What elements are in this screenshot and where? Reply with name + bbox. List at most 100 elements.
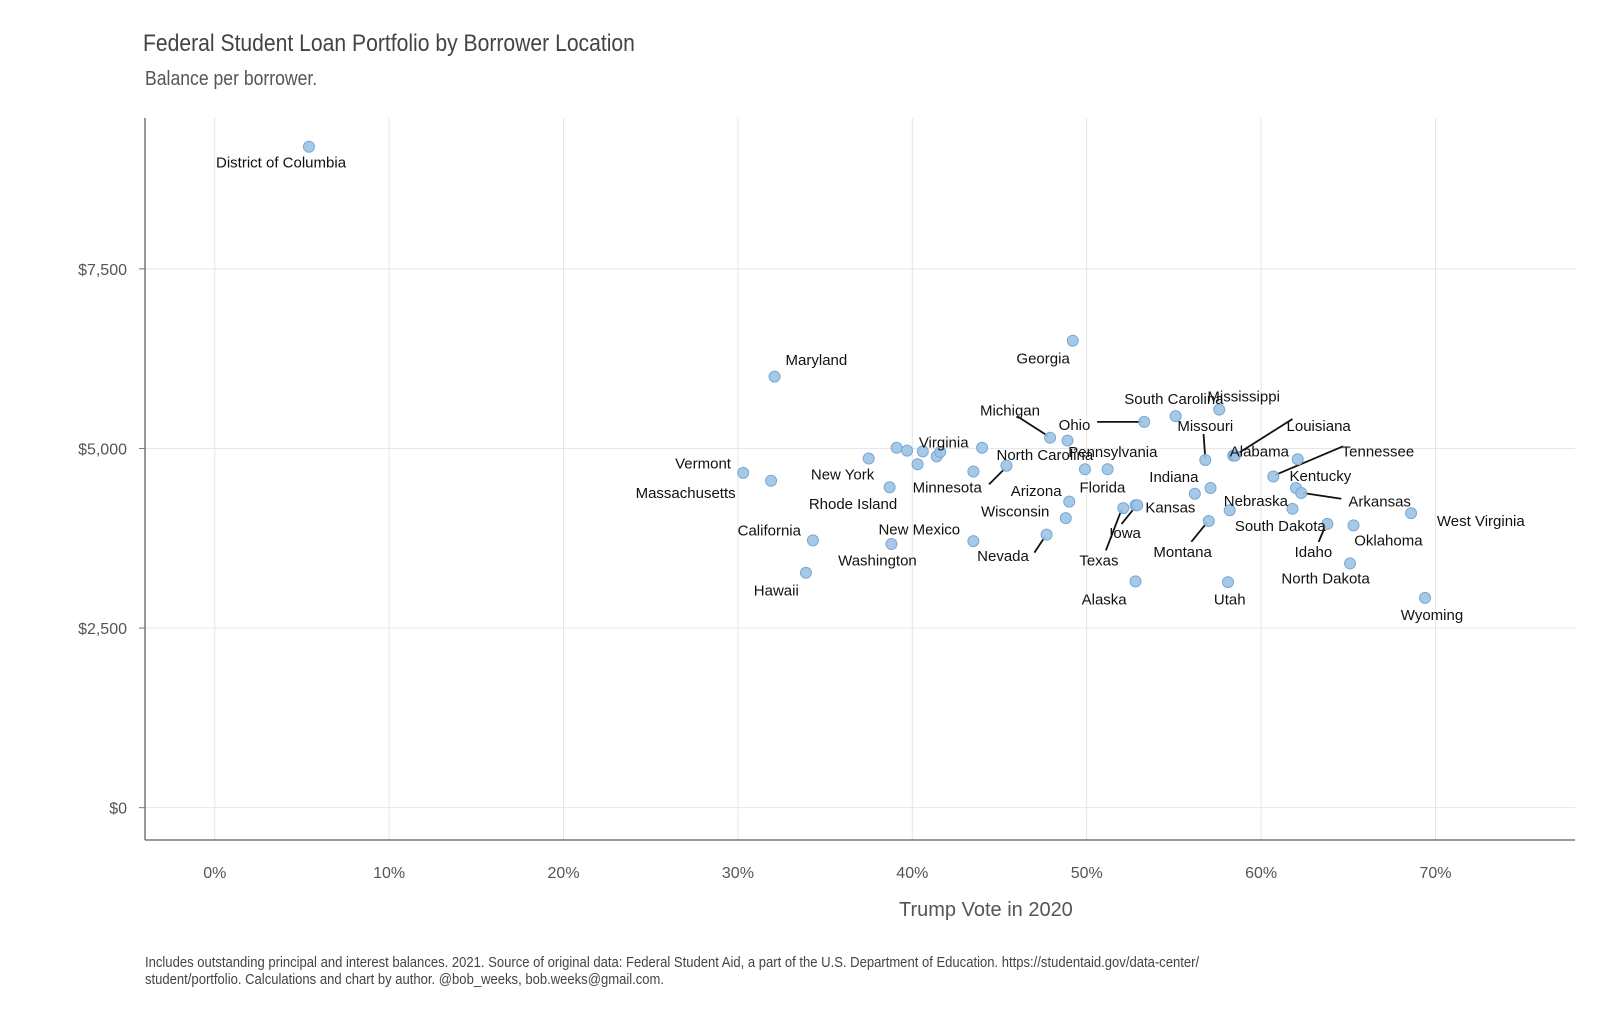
x-tick-label: 20%	[548, 865, 580, 882]
data-point	[1059, 512, 1072, 525]
data-point	[1040, 528, 1053, 541]
point-label: North Carolina	[996, 447, 1093, 464]
data-point	[885, 538, 898, 551]
leader-line	[1190, 521, 1208, 543]
point-label: Wisconsin	[981, 504, 1049, 521]
data-point	[862, 452, 875, 465]
point-label: Hawaii	[754, 583, 799, 600]
data-point	[765, 474, 778, 487]
data-point	[934, 446, 947, 459]
data-point	[1204, 481, 1217, 494]
point-label: Nebraska	[1224, 493, 1289, 510]
data-point	[768, 370, 781, 383]
point-label: Montana	[1153, 544, 1212, 561]
point-label: Georgia	[1016, 351, 1070, 368]
data-point	[1286, 502, 1299, 515]
data-point	[1044, 431, 1057, 444]
data-point	[1063, 495, 1076, 508]
data-point	[1061, 434, 1074, 447]
point-label: Virginia	[919, 435, 969, 452]
axes	[139, 118, 1575, 841]
data-point	[1078, 463, 1091, 476]
data-point	[890, 441, 903, 454]
point-label: Texas	[1079, 553, 1118, 570]
y-tick-label: $2,500	[78, 621, 127, 638]
x-tick-label: 0%	[203, 865, 226, 882]
data-point	[1295, 487, 1308, 500]
data-point	[1000, 459, 1013, 472]
point-label: South Carolina	[1124, 391, 1224, 408]
point-label: Massachusetts	[636, 485, 736, 502]
leader-line	[1105, 509, 1123, 551]
point-label: California	[738, 522, 802, 539]
data-point	[1405, 507, 1418, 520]
x-tick-label: 30%	[722, 865, 754, 882]
data-point	[1129, 575, 1142, 588]
data-point	[1228, 449, 1241, 462]
data-point	[1321, 517, 1334, 530]
point-label: Ohio	[1059, 417, 1091, 434]
caption-line: Includes outstanding principal and inter…	[145, 955, 1200, 971]
data-point	[1291, 453, 1304, 466]
data-point	[1199, 453, 1212, 466]
point-label: Kentucky	[1290, 468, 1352, 485]
point-label: Tennessee	[1342, 443, 1415, 460]
point-label: South Dakota	[1235, 518, 1327, 535]
data-point	[916, 445, 929, 458]
data-point	[1202, 515, 1215, 528]
data-point	[1169, 410, 1182, 423]
point-label: Florida	[1079, 479, 1126, 496]
data-point	[806, 534, 819, 547]
point-label: Pennsylvania	[1068, 444, 1158, 461]
data-point	[1131, 499, 1144, 512]
point-label: District of Columbia	[216, 155, 347, 172]
point-label: Missouri	[1177, 418, 1233, 435]
point-label: Alaska	[1082, 591, 1128, 608]
chart-subtitle: Balance per borrower.	[145, 68, 318, 90]
x-axis-title: Trump Vote in 2020	[899, 899, 1073, 921]
x-tick-label: 60%	[1245, 865, 1277, 882]
data-point	[1347, 519, 1360, 532]
point-label: Minnesota	[913, 479, 983, 496]
x-tick-label: 70%	[1419, 865, 1451, 882]
point-label: Washington	[838, 553, 917, 570]
data-point	[1221, 576, 1234, 589]
tick-labels: 0% 10% 20% 30% 40% 50% 60% 70% $0 $2,500 $5,000 $7,…	[78, 262, 1451, 882]
data-point	[883, 481, 896, 494]
data-point	[799, 566, 812, 579]
data-point	[967, 465, 980, 478]
data-point	[1101, 463, 1114, 476]
point-label: Vermont	[675, 456, 732, 473]
data-point	[976, 441, 989, 454]
leader-line	[1274, 445, 1344, 476]
data-point	[911, 458, 924, 471]
point-label: Indiana	[1149, 469, 1199, 486]
caption-line: student/portfolio. Calculations and char…	[145, 972, 665, 988]
leader-line	[1016, 415, 1049, 438]
data-point	[1117, 502, 1130, 515]
data-points	[302, 140, 1432, 604]
leader-line	[988, 467, 1006, 486]
x-tick-label: 50%	[1071, 865, 1103, 882]
point-label: Wyoming	[1401, 607, 1463, 624]
x-tick-label: 10%	[373, 865, 405, 882]
point-label: Rhode Island	[809, 496, 897, 513]
leader-line	[1302, 492, 1342, 500]
y-tick-label: $5,000	[78, 441, 127, 458]
data-point	[901, 444, 914, 457]
data-point	[1419, 591, 1432, 604]
data-point	[737, 466, 750, 479]
point-label: New Mexico	[878, 522, 960, 539]
point-label: Louisiana	[1287, 418, 1352, 435]
data-point	[1138, 415, 1151, 428]
point-label: Oklahoma	[1354, 532, 1423, 549]
point-labels: District of Columbia Maryland Georgia Vermo…	[216, 155, 1525, 625]
point-label: Maryland	[786, 352, 848, 369]
data-point	[1223, 504, 1236, 517]
point-label: New York	[811, 466, 875, 483]
point-label: Kansas	[1145, 499, 1195, 516]
data-point	[1213, 403, 1226, 416]
point-label: West Virginia	[1437, 513, 1525, 530]
point-label: Alabama	[1230, 443, 1290, 460]
